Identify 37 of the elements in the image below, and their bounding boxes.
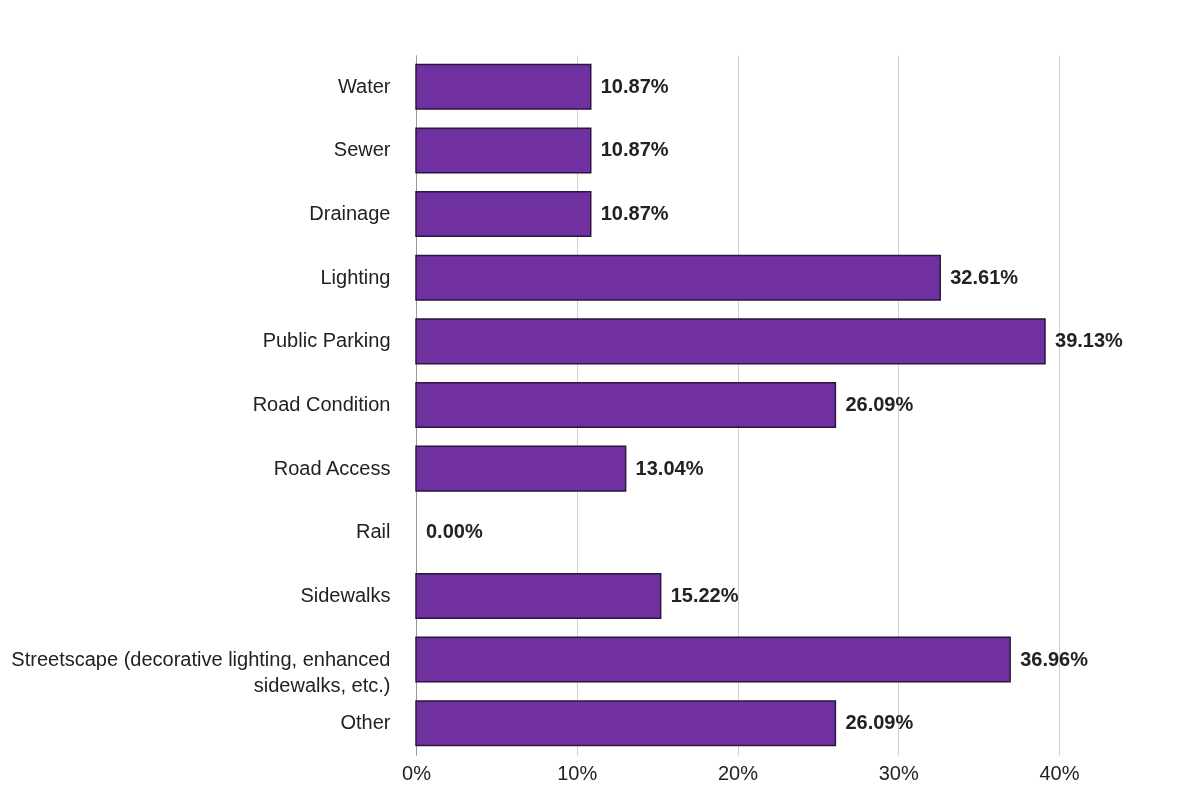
- data-label: 15.22%: [670, 583, 739, 606]
- data-label: 36.96%: [1020, 647, 1089, 670]
- bar: [415, 318, 1046, 365]
- y-tick-label: Public Parking: [262, 329, 391, 352]
- bar: [415, 700, 837, 747]
- bar: [415, 191, 592, 238]
- data-label: 10.87%: [600, 74, 669, 97]
- data-label: 10.87%: [600, 138, 669, 161]
- y-tick-label: Sidewalks: [300, 583, 391, 606]
- bar: [415, 254, 941, 301]
- bar: [415, 381, 837, 429]
- data-label: 39.13%: [1055, 329, 1124, 352]
- y-tick-label: Other: [340, 711, 391, 734]
- data-label: 26.09%: [845, 393, 914, 415]
- y-tick-label: Drainage: [309, 202, 391, 225]
- bar: [415, 572, 662, 619]
- bar: [415, 63, 592, 110]
- x-tick-label: 30%: [878, 761, 919, 784]
- y-tick-label: Road Condition: [252, 393, 391, 415]
- bar: [415, 127, 592, 174]
- data-label: 10.87%: [600, 202, 669, 225]
- x-tick-label: 10%: [557, 761, 598, 784]
- data-label: 32.61%: [950, 265, 1019, 288]
- x-tick-label: 40%: [1039, 761, 1080, 784]
- y-tick-label: Streetscape (decorative lighting, enhanced sidewalks, etc.): [11, 647, 391, 696]
- bar: [415, 636, 1011, 683]
- x-tick-label: 0%: [402, 761, 432, 784]
- data-label: 13.04%: [635, 456, 704, 479]
- y-tick-label: Water: [337, 74, 391, 97]
- data-label: 0.00%: [426, 520, 483, 543]
- y-tick-label: Rail: [356, 520, 391, 543]
- data-label: 26.09%: [845, 711, 914, 734]
- x-tick-label: 20%: [717, 761, 759, 784]
- y-tick-label: Road Access: [273, 456, 391, 479]
- y-tick-label: Lighting: [320, 265, 391, 288]
- y-tick-label: Sewer: [333, 138, 391, 161]
- bar: [415, 445, 627, 492]
